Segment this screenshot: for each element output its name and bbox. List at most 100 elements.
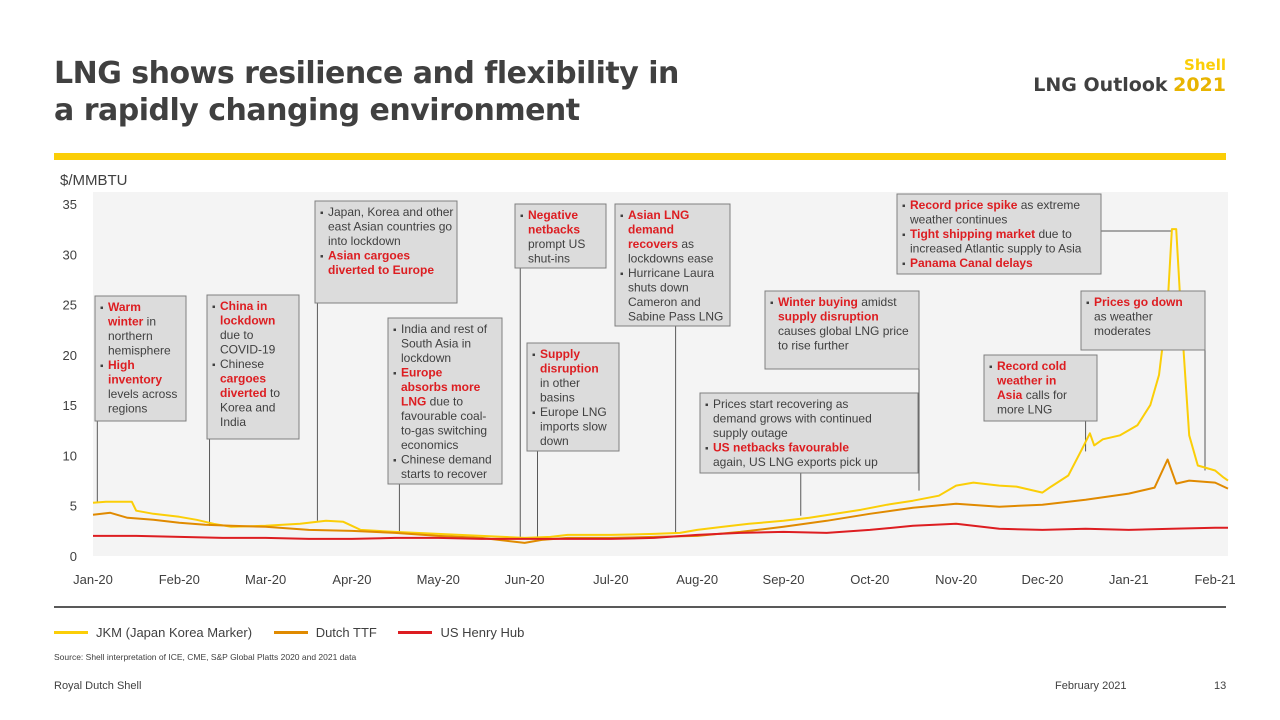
page-title-line2: a rapidly changing environment	[54, 93, 580, 128]
brand-year: 2021	[1173, 74, 1226, 96]
x-tick-label: Sep-20	[763, 572, 805, 587]
annotation-bullet: ▪	[989, 362, 993, 373]
annotation-highlight: disruption	[540, 362, 599, 376]
annotation-text: in other	[540, 376, 580, 390]
annotation-plain: as	[678, 237, 694, 251]
annotation-plain: due to	[1035, 227, 1072, 241]
annotation-text: lockdown	[220, 314, 275, 328]
annotation-text: causes global LNG price	[778, 324, 909, 338]
annotation-text: hemisphere	[108, 344, 171, 358]
annotation-highlight: Supply	[540, 347, 580, 361]
annotation-box	[764, 290, 920, 370]
annotation-text: moderates	[1094, 324, 1151, 338]
annotation-text: imports slow	[540, 420, 607, 434]
annotation-text: supply outage	[713, 426, 788, 440]
y-tick-label: 15	[63, 398, 77, 413]
annotation-bullet: ▪	[212, 302, 216, 313]
annotation-text: lockdown	[401, 351, 451, 365]
annotation-text: shuts down	[628, 281, 689, 295]
x-tick-label: Feb-21	[1194, 572, 1235, 587]
annotation-highlight: Tight shipping market	[910, 227, 1035, 241]
legend-item-ttf: Dutch TTF	[273, 625, 377, 640]
annotation-text: Japan, Korea and other	[328, 205, 453, 219]
annotation-bullet: ▪	[393, 369, 397, 380]
annotation-box	[514, 203, 607, 269]
annotation-highlight: diverted to Europe	[328, 263, 434, 277]
annotation-text: into lockdown	[328, 234, 401, 248]
annotation-text: India and rest of	[401, 322, 488, 336]
annotation-text: COVID-19	[220, 343, 276, 357]
annotation-bullet: ▪	[1086, 298, 1090, 309]
x-tick-label: Jan-20	[73, 572, 113, 587]
legend-swatch-jkm	[54, 631, 88, 634]
annotation-text: shut-ins	[528, 252, 570, 266]
annotation-highlight: Europe	[401, 366, 443, 380]
series-line	[92, 228, 1229, 539]
y-tick-label: 5	[70, 499, 77, 514]
annotation-text: Record price spike as extreme	[910, 198, 1080, 212]
annotation-plain: due to	[426, 395, 463, 409]
legend-label-ttf: Dutch TTF	[315, 625, 377, 640]
annotation-text: increased Atlantic supply to Asia	[910, 242, 1082, 256]
footer-page-number: 13	[1214, 680, 1227, 692]
brand-logo: Shell LNG Outlook 2021	[1033, 56, 1226, 96]
annotation-bullet: ▪	[393, 456, 397, 467]
chart-bottom-rule	[54, 606, 1226, 608]
footer-date: February 2021	[1055, 680, 1127, 692]
annotation-text: basins	[540, 391, 575, 405]
x-tick-label: Dec-20	[1021, 572, 1063, 587]
annotation-bullet: ▪	[620, 211, 624, 222]
y-tick-label: 25	[63, 298, 77, 313]
annotation-text: Chinese	[220, 357, 264, 371]
annotation-highlight: recovers	[628, 237, 678, 251]
annotation-text: Europe LNG	[540, 405, 607, 419]
annotation-text: down	[540, 434, 569, 448]
annotation-text: Asia calls for	[997, 388, 1067, 402]
annotation-text: levels across	[108, 387, 177, 401]
annotation-bullet: ▪	[705, 444, 709, 455]
x-tick-label: Jul-20	[593, 572, 628, 587]
annotation-text: more LNG	[997, 403, 1052, 417]
annotation-highlight: weather in	[996, 374, 1056, 388]
annotation-text: Asian cargoes	[328, 249, 410, 263]
annotation-highlight: inventory	[108, 373, 162, 387]
annotation-box	[314, 200, 458, 304]
legend-item-jkm: JKM (Japan Korea Marker)	[54, 625, 252, 640]
legend-swatch-henry-hub	[398, 631, 433, 634]
annotation-highlight: lockdown	[220, 314, 275, 328]
annotation-box	[206, 294, 300, 440]
annotation-text: again, US LNG exports pick up	[713, 455, 878, 469]
annotation-highlight: High	[108, 358, 135, 372]
annotation-text: winter in	[107, 315, 156, 329]
annotation-text: Europe	[401, 366, 443, 380]
annotation-text: Hurricane Laura	[628, 266, 714, 280]
annotation-text: demand	[628, 223, 674, 237]
annotation-highlight: Negative	[528, 208, 578, 222]
chart-legend: JKM (Japan Korea Marker) Dutch TTF US He…	[54, 622, 542, 642]
annotation-bullet: ▪	[100, 303, 104, 314]
annotation-box	[896, 193, 1102, 275]
annotation-highlight: LNG	[401, 395, 426, 409]
annotation-bullet: ▪	[902, 201, 906, 212]
annotation-plain: calls for	[1022, 388, 1067, 402]
x-tick-label: Jun-20	[505, 572, 545, 587]
annotation-text: weather continues	[909, 213, 1007, 227]
annotation-text: Asian LNG	[628, 208, 689, 222]
annotation-text: Chinese demand	[401, 453, 492, 467]
page-title-line1: LNG shows resilience and flexibility in	[54, 56, 679, 91]
annotation-text: regions	[108, 402, 147, 416]
x-tick-label: Mar-20	[245, 572, 286, 587]
annotation-text: demand grows with continued	[713, 412, 872, 426]
annotation-bullet: ▪	[532, 408, 536, 419]
annotation-bullet: ▪	[620, 269, 624, 280]
footer-company: Royal Dutch Shell	[54, 680, 142, 692]
legend-swatch-ttf	[273, 631, 308, 634]
annotation-highlight: diverted	[220, 386, 267, 400]
annotation-highlight: Asia	[997, 388, 1023, 402]
annotation-box	[526, 342, 620, 452]
annotation-text: Tight shipping market due to	[910, 227, 1072, 241]
annotation-text: prompt US	[528, 237, 585, 251]
annotation-text: to rise further	[778, 339, 849, 353]
annotation-highlight: Asian cargoes	[328, 249, 410, 263]
annotation-highlight: Asian LNG	[628, 208, 689, 222]
